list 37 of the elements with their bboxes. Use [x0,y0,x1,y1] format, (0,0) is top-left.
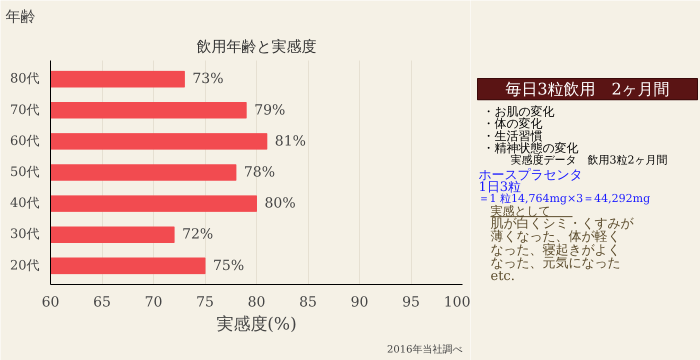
chart-title: 飲用年齢と実感度 [196,38,316,56]
data-label: 80% [264,196,296,212]
x-tick-label: 90 [350,294,368,310]
x-tick-label: 85 [299,294,317,310]
data-label: 75% [213,258,244,274]
text: なった、元気になった [490,256,620,271]
text: ・精神状態の変化 [482,141,578,156]
y-tick-label: 30代 [10,227,40,242]
x-tick-label: 75 [196,294,214,310]
x-tick-label: 60 [42,294,60,310]
x-tick-label: 80 [248,294,266,310]
y-axis-title: 年齢 [6,8,36,26]
x-tick-label: 70 [144,294,162,310]
text: 毎日3粒飲用 2ヶ月間 [505,80,670,99]
x-axis-title: 実感度(%) [216,314,297,334]
x-tick-label: 65 [93,294,111,310]
text: ・体の変化 [482,116,542,130]
y-tick-label: 60代 [10,134,40,149]
data-label: 73% [192,71,224,88]
data-label: 79% [254,102,286,118]
y-tick-label: 50代 [10,165,40,180]
x-tick-label: 95 [402,294,420,310]
y-tick-label: 20代 [10,258,40,274]
text: 2016年当社調べ [387,344,463,356]
data-label: 81% [274,133,306,150]
text: 実感度データ 飲用3粒2ヶ月間 [510,154,668,167]
y-tick-label: 80代 [10,72,40,87]
x-tick-label: 100 [444,294,471,310]
text: ＝1 粒14,764mg×3＝44,292mg [478,192,650,206]
text: etc. [490,268,515,284]
y-tick-label: 40代 [10,196,40,212]
data-label: 78% [244,164,276,180]
data-label: 72% [182,226,214,243]
text: 実感として [490,204,550,218]
text: ・生活習慣 [482,128,542,143]
text: なった、寝起きがよく [490,242,620,258]
y-tick-label: 70代 [10,102,40,118]
